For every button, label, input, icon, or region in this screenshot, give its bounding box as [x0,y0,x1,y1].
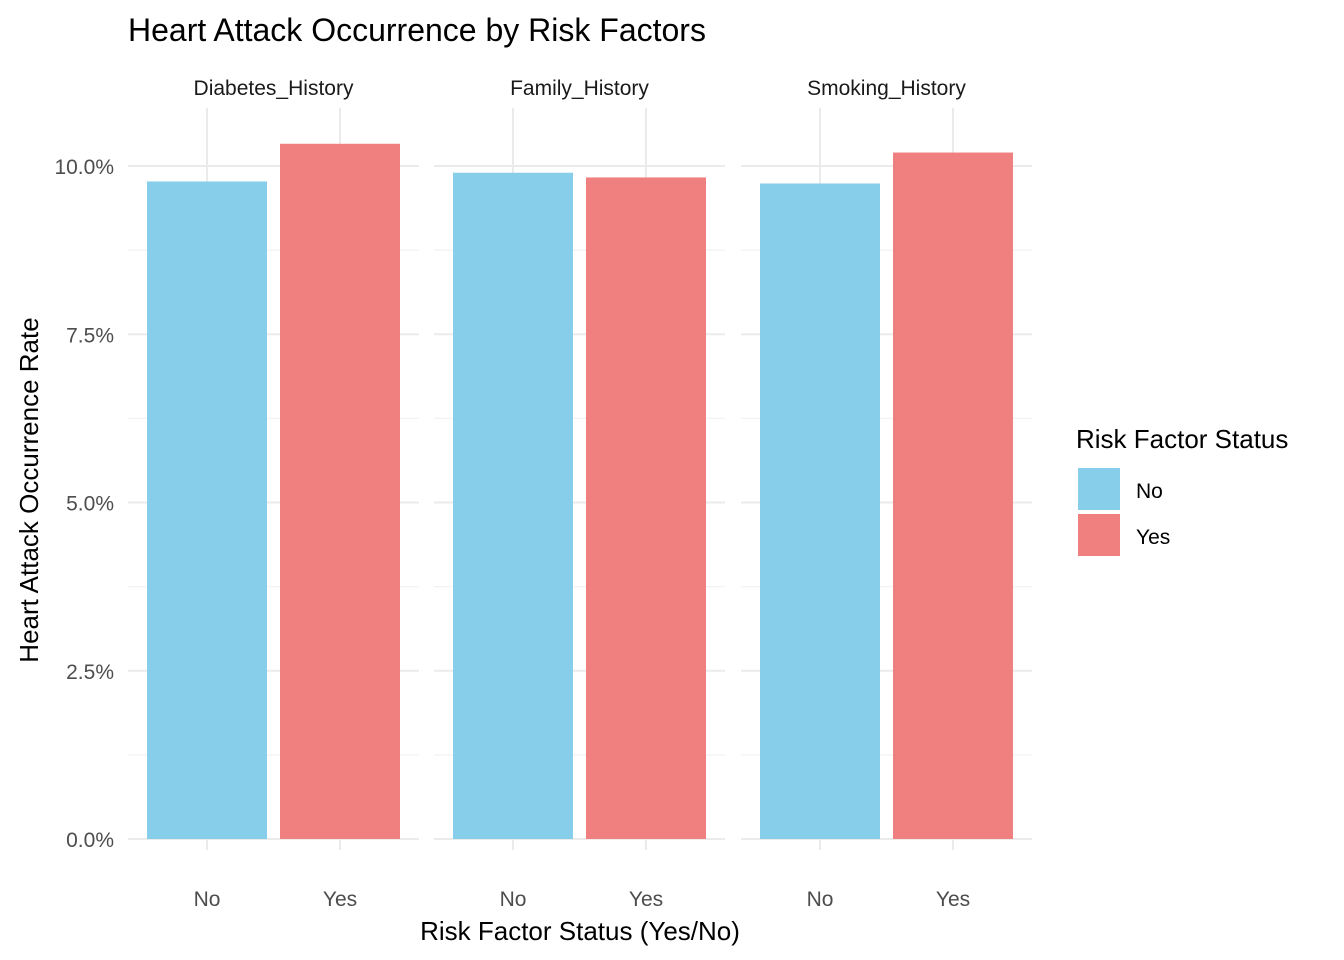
bar [893,152,1013,840]
x-tick-label: No [807,888,834,911]
legend-title: Risk Factor Status [1076,424,1288,454]
y-tick-label: 0.0% [66,829,114,852]
bar [586,177,706,840]
y-tick-label: 5.0% [66,493,114,516]
y-tick-label: 2.5% [66,661,114,684]
x-axis-label: Risk Factor Status (Yes/No) [420,916,740,946]
facet-panel: Smoking_History No Yes [741,77,1032,911]
facet-strip-label: Smoking_History [807,77,966,100]
facet-panel: Family_History No Yes [434,77,725,911]
legend-label: No [1136,480,1163,503]
bar [760,183,880,840]
bar [280,143,400,839]
chart-title: Heart Attack Occurrence by Risk Factors [128,12,706,48]
facet-panels: Diabetes_History No Yes Family_History No Yes… [128,77,1032,911]
x-tick-label: No [500,888,527,911]
x-tick-label: Yes [629,888,663,911]
y-axis: 0.0% 2.5% 5.0% 7.5% 10.0% [54,156,114,852]
facet-strip-label: Diabetes_History [194,77,354,100]
legend-key [1078,514,1120,556]
x-tick-label: Yes [323,888,357,911]
legend-items: No Yes [1078,468,1170,556]
x-tick-label: No [194,888,221,911]
legend-key [1078,468,1120,510]
bar [453,172,573,840]
y-axis-label: Heart Attack Occurrence Rate [14,317,44,662]
bar [147,181,267,839]
facet-strip-label: Family_History [510,77,649,100]
legend: Risk Factor Status No Yes [1076,424,1288,556]
facet-panel: Diabetes_History No Yes [128,77,419,911]
y-tick-label: 10.0% [54,156,114,179]
x-tick-label: Yes [936,888,970,911]
legend-label: Yes [1136,526,1170,549]
y-tick-label: 7.5% [66,324,114,347]
